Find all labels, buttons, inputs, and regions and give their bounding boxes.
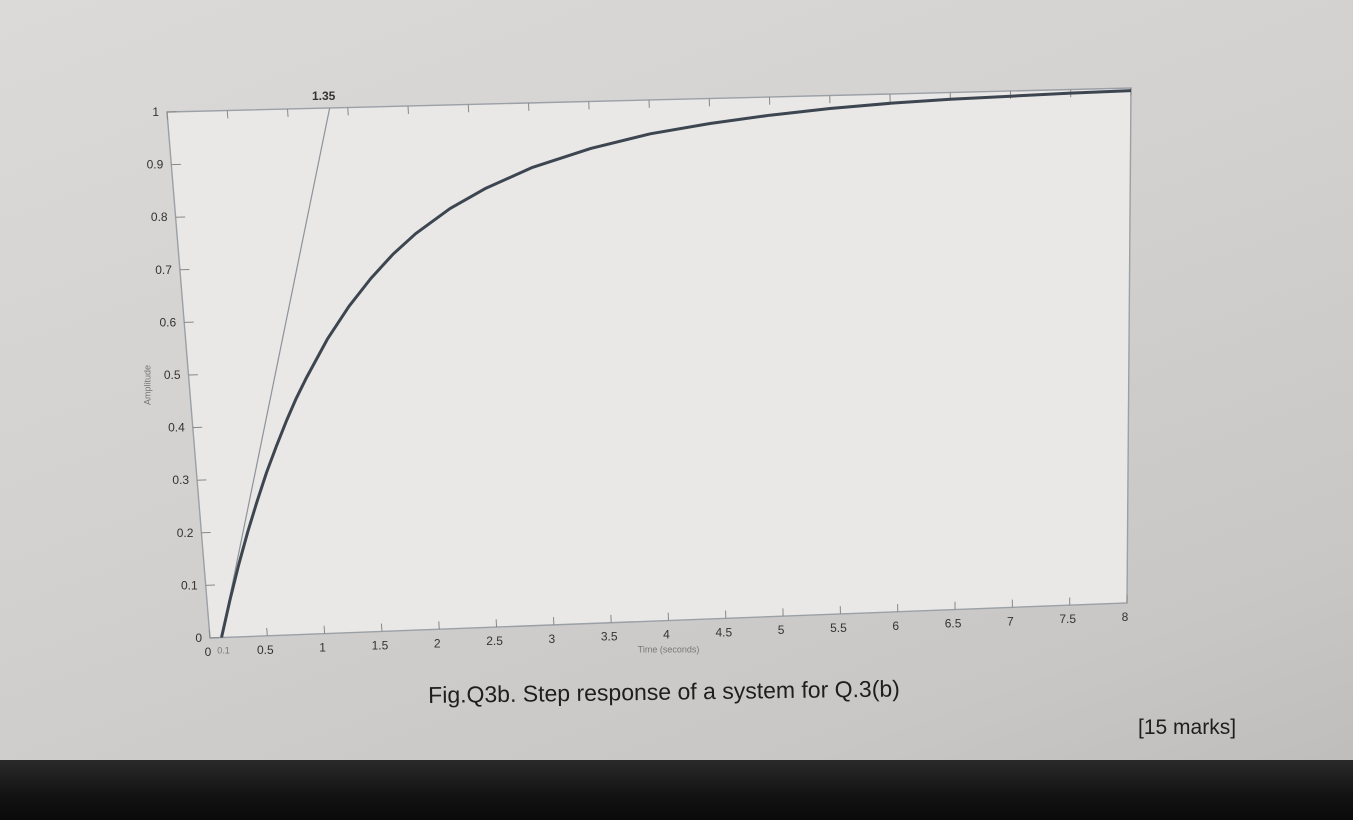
x-axis-label: Time (seconds) <box>638 645 700 655</box>
x-tick-label: 1 <box>319 641 326 655</box>
y-axis-label: Amplitude <box>143 365 153 405</box>
x-tick-label: 7.5 <box>1059 612 1076 626</box>
x-tick <box>266 627 268 636</box>
y-tick-label: 0.2 <box>177 526 194 540</box>
x-tick-label: 0 <box>205 645 212 659</box>
monitor-bezel <box>0 760 1353 820</box>
x-tick-label: 6.5 <box>945 617 962 631</box>
y-tick-label: 0.8 <box>151 210 168 224</box>
marks-label: [15 marks] <box>1138 716 1237 739</box>
x-tick-label: 1.5 <box>372 638 389 652</box>
y-tick-label: 0.3 <box>172 473 189 487</box>
annotation-label: 1.35 <box>312 89 336 103</box>
x-tick-label: 8 <box>1122 610 1129 624</box>
x-tick-label: 4.5 <box>715 625 732 639</box>
x-tick <box>208 630 211 639</box>
x-tick-top <box>347 107 349 116</box>
y-tick-label: 0.1 <box>181 578 198 592</box>
y-tick-label: 1 <box>152 105 159 119</box>
x-tick <box>323 625 326 634</box>
plot-area <box>166 87 1132 639</box>
y-tick-label: 0.9 <box>147 158 164 172</box>
x-tick-top <box>287 108 289 117</box>
x-tick-label: 5.5 <box>830 621 847 635</box>
y-tick-label: 0.4 <box>168 421 185 435</box>
x-tick <box>380 623 383 632</box>
y-tick-label: 0.7 <box>155 263 172 277</box>
response-curve <box>220 89 1132 638</box>
tangent-line <box>220 107 331 638</box>
y-tick-label: 0 <box>195 631 202 645</box>
x-tick-label: 2.5 <box>486 634 503 648</box>
x-tick-label: 5 <box>778 623 785 637</box>
x-tick-label: 2 <box>434 636 441 650</box>
annotation-label: 0.1 <box>217 646 230 656</box>
x-tick-top <box>226 110 229 119</box>
y-tick-label: 0.6 <box>160 315 177 329</box>
x-tick-label: 0.5 <box>257 643 274 657</box>
x-tick-label: 4 <box>663 628 670 642</box>
x-tick-label: 3 <box>549 632 556 646</box>
x-tick-top <box>166 111 169 120</box>
chart-layer: 0 0.1 0.2 0.3 0.4 0.5 0.6 0.7 0.8 0.9 1 0 0.5 1 1.5 2 2.… <box>143 87 1132 659</box>
step-response-chart: 0 0.1 0.2 0.3 0.4 0.5 0.6 0.7 0.8 0.9 1 0 0.5 1 1.5 2 2.… <box>143 87 1132 659</box>
y-tick-label: 0.5 <box>164 368 181 382</box>
x-tick-label: 7 <box>1007 614 1014 628</box>
x-tick-label: 3.5 <box>601 630 618 644</box>
x-tick-label: 6 <box>892 619 899 633</box>
